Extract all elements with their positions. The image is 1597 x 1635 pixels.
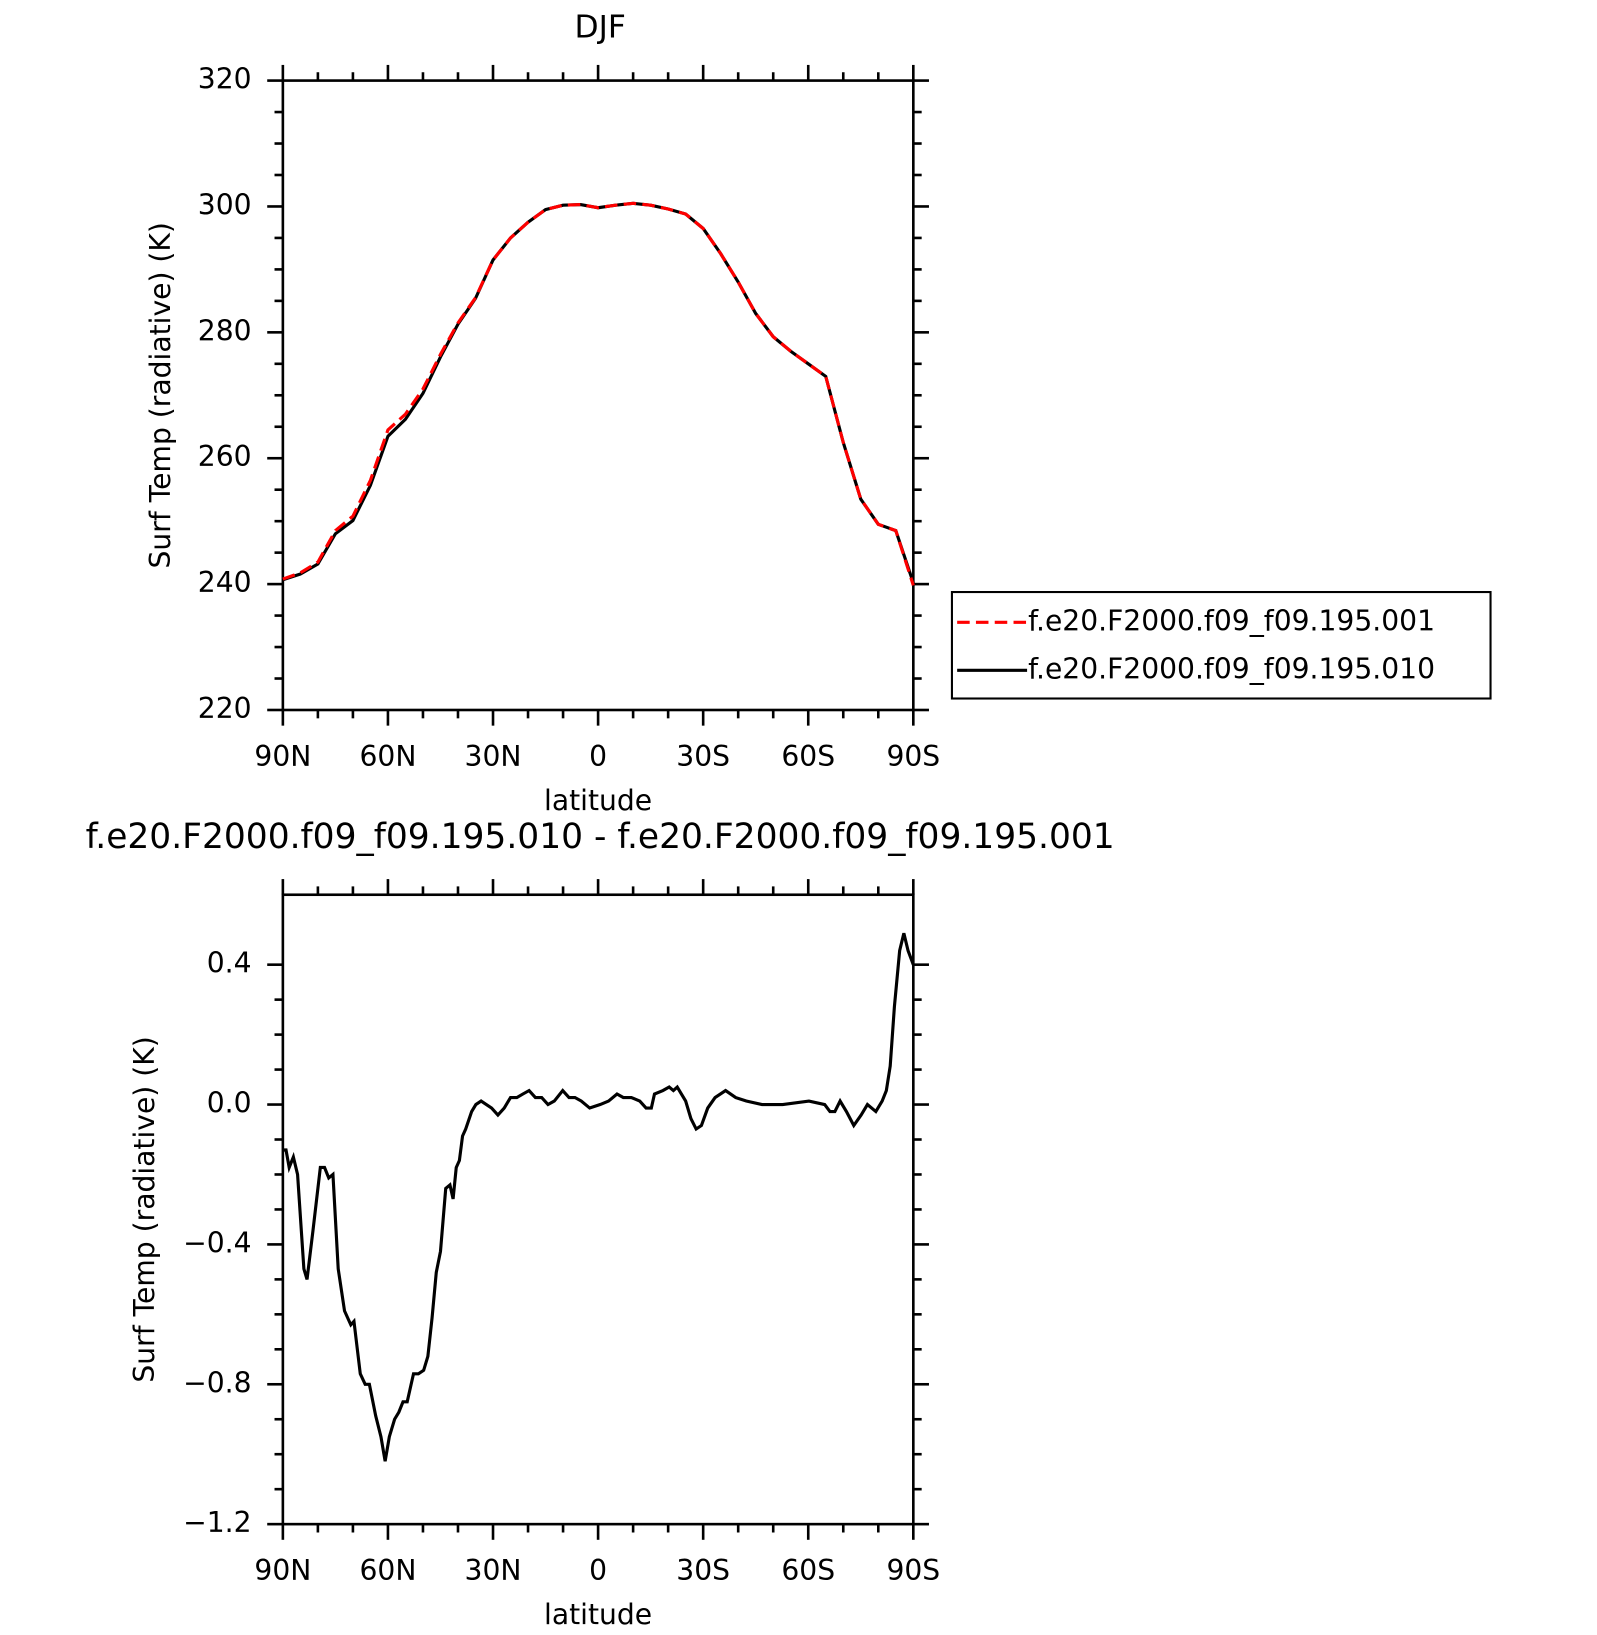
plot-frame	[281, 893, 915, 1526]
x-tick-label: 30S	[676, 1554, 730, 1587]
y-tick-label: 0.4	[207, 947, 252, 980]
y-axis-label: Surf Temp (radiative) (K)	[128, 1036, 161, 1382]
x-tick-label: 30N	[465, 740, 522, 773]
plot-frame	[281, 79, 915, 712]
y-tick-label: −0.8	[183, 1366, 251, 1399]
y-tick-label: −0.4	[183, 1226, 251, 1259]
x-tick-label: 90S	[886, 740, 940, 773]
y-tick-label: 240	[198, 566, 252, 599]
data-line	[282, 932, 915, 1462]
x-tick-label: 0	[589, 1554, 607, 1587]
legend-label: f.e20.F2000.f09_f09.195.010	[1028, 652, 1435, 685]
x-tick-label: 30N	[465, 1554, 522, 1587]
y-tick-label: −1.2	[183, 1506, 251, 1539]
y-tick-label: 280	[198, 314, 252, 347]
data-line	[282, 201, 915, 584]
x-tick-label: 60N	[359, 1554, 416, 1587]
x-axis-label: latitude	[544, 1598, 652, 1631]
chart-title: f.e20.F2000.f09_f09.195.010 - f.e20.F200…	[86, 817, 1115, 857]
chart-title: DJF	[575, 9, 626, 45]
x-tick-label: 90S	[886, 1554, 940, 1587]
x-tick-label: 90N	[254, 740, 311, 773]
x-axis-label: latitude	[544, 784, 652, 817]
data-line	[282, 201, 915, 586]
y-tick-label: 260	[198, 440, 252, 473]
legend-box	[950, 590, 1492, 700]
y-tick-label: 300	[198, 188, 252, 221]
y-tick-label: 0.0	[207, 1087, 252, 1120]
x-tick-label: 60N	[359, 740, 416, 773]
x-tick-label: 30S	[676, 740, 730, 773]
x-tick-label: 60S	[781, 1554, 835, 1587]
x-tick-label: 90N	[254, 1554, 311, 1587]
x-tick-label: 0	[589, 740, 607, 773]
y-tick-label: 220	[198, 692, 252, 725]
y-tick-label: 320	[198, 63, 252, 96]
y-axis-label: Surf Temp (radiative) (K)	[144, 222, 177, 568]
x-tick-label: 60S	[781, 740, 835, 773]
legend-label: f.e20.F2000.f09_f09.195.001	[1028, 604, 1435, 637]
